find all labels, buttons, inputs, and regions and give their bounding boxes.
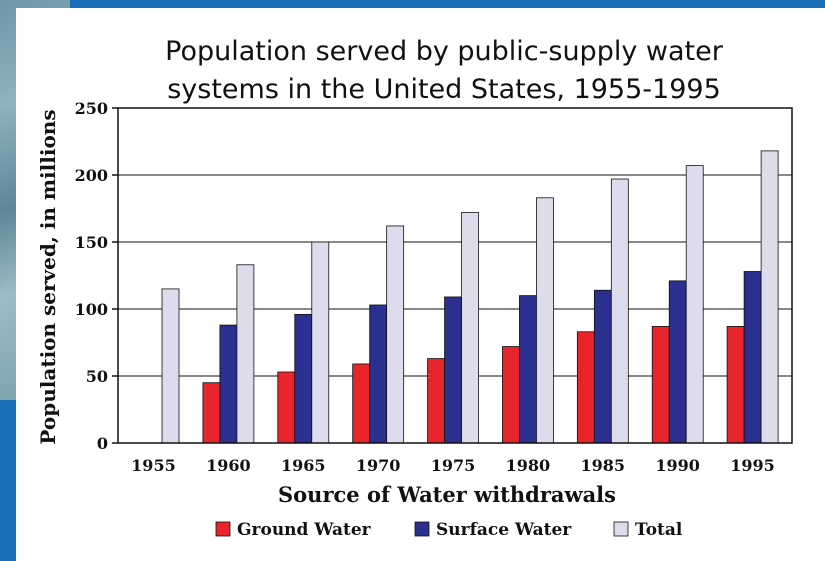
bar-total-1965 xyxy=(311,241,330,444)
y-tick-label-50: 50 xyxy=(86,367,108,386)
x-axis-label: Source of Water withdrawals xyxy=(278,482,616,507)
x-tick-label-1955: 1955 xyxy=(131,456,176,475)
legend-label-surface-water: Surface Water xyxy=(436,520,572,540)
bar-surface-water-1975 xyxy=(444,296,462,444)
x-tick-label-1980: 1980 xyxy=(506,456,551,475)
bar-total-1980 xyxy=(536,197,554,444)
x-tick-label-1960: 1960 xyxy=(206,456,251,475)
bar-surface-water-1960 xyxy=(219,324,238,444)
bar-total-1990 xyxy=(685,165,704,444)
x-tick-label-1985: 1985 xyxy=(581,456,626,475)
bar-surface-water-1985 xyxy=(593,289,612,444)
bar-ground-water-1985 xyxy=(576,331,595,444)
bar-total-1955 xyxy=(161,288,180,444)
x-tick-label-1990: 1990 xyxy=(655,456,700,475)
x-axis-ticks: 1955 1960 1965 1970 1975 1980 1985 1990 1995 xyxy=(131,456,775,475)
x-tick-label-1995: 1995 xyxy=(730,456,775,475)
bars xyxy=(161,150,779,444)
y-tick-label-250: 250 xyxy=(75,99,108,118)
x-tick-label-1965: 1965 xyxy=(281,456,326,475)
legend-swatch-surface-water xyxy=(414,521,430,537)
bar-surface-water-1980 xyxy=(519,295,537,444)
x-tick-label-1975: 1975 xyxy=(431,456,476,475)
y-tick-label-100: 100 xyxy=(75,300,108,319)
bar-ground-water-1980 xyxy=(502,346,520,444)
bar-ground-water-1975 xyxy=(427,358,445,444)
y-tick-label-0: 0 xyxy=(97,434,108,453)
y-axis-ticks: 0 50 100 150 200 250 xyxy=(75,99,118,453)
bar-ground-water-1990 xyxy=(651,326,670,444)
legend-swatch-ground-water xyxy=(215,521,231,537)
x-tick-label-1970: 1970 xyxy=(356,456,401,475)
bar-total-1985 xyxy=(610,178,629,444)
bar-total-1970 xyxy=(386,225,405,444)
bar-surface-water-1995 xyxy=(743,271,762,444)
legend-label-ground-water: Ground Water xyxy=(237,520,372,540)
y-tick-label-150: 150 xyxy=(75,233,108,252)
bar-total-1960 xyxy=(236,264,255,444)
legend-label-total: Total xyxy=(635,520,683,540)
legend-swatch-total xyxy=(613,521,629,537)
bar-surface-water-1990 xyxy=(668,280,687,444)
bar-surface-water-1965 xyxy=(294,313,313,444)
bar-total-1995 xyxy=(760,150,779,444)
chart-title-line-2: systems in the United States, 1955-1995 xyxy=(167,74,721,105)
legend: Ground Water Surface Water Total xyxy=(215,520,683,540)
chart-title-line-1: Population served by public-supply water xyxy=(165,36,724,67)
bar-ground-water-1965 xyxy=(277,371,296,444)
bar-total-1975 xyxy=(461,212,479,444)
bar-ground-water-1995 xyxy=(726,326,745,444)
bar-ground-water-1960 xyxy=(202,382,221,444)
y-axis-label: Population served, in millions xyxy=(36,109,60,444)
bar-ground-water-1970 xyxy=(352,363,371,444)
bar-surface-water-1970 xyxy=(369,304,388,444)
y-tick-label-200: 200 xyxy=(75,166,108,185)
plot-area-frame xyxy=(117,107,793,444)
